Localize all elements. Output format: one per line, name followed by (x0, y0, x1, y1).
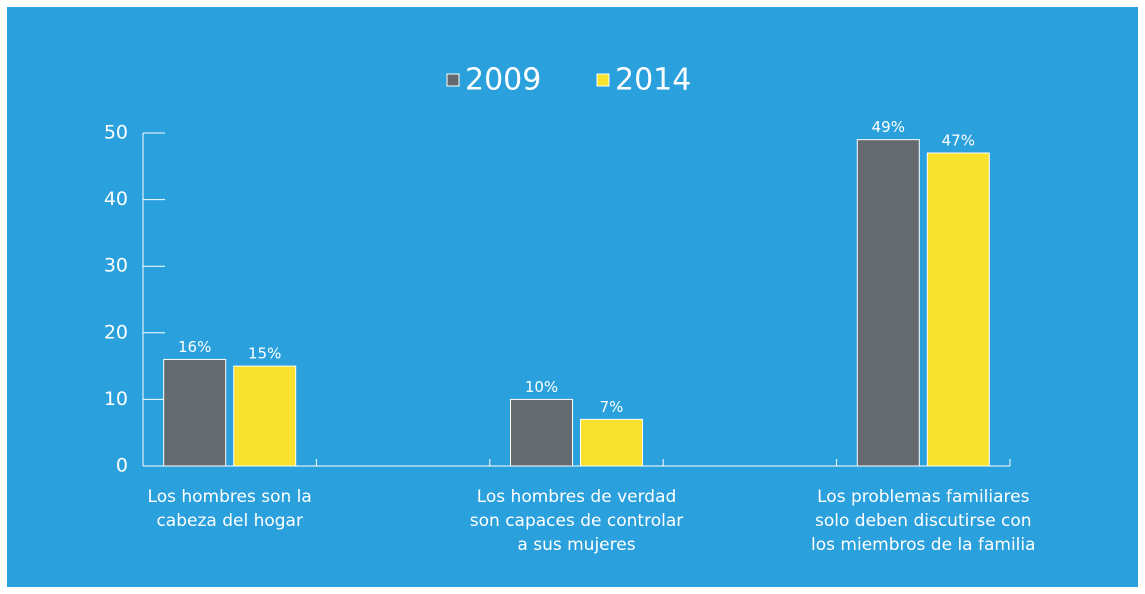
y-tick-label: 0 (116, 455, 128, 477)
y-tick-label: 50 (104, 122, 128, 144)
y-tick-label: 10 (104, 388, 128, 410)
bar (163, 358, 227, 467)
bar (580, 418, 643, 467)
value-label: 49% (872, 118, 905, 136)
x-tick-label: cabeza del hogar (156, 511, 303, 531)
x-tick-label: Los hombres son la (148, 487, 312, 507)
bar (856, 139, 920, 467)
value-label: 15% (248, 345, 281, 363)
x-tick-label: Los problemas familiares (817, 487, 1029, 507)
bar (233, 365, 297, 467)
value-label: 10% (525, 378, 558, 396)
x-tick-label: son capaces de controlar (470, 511, 683, 531)
x-tick-label: Los hombres de verdad (477, 487, 677, 507)
value-label: 16% (178, 338, 211, 356)
legend-label: 2014 (615, 63, 691, 98)
value-label: 47% (942, 131, 975, 149)
y-tick-label: 40 (104, 188, 128, 210)
bar (510, 398, 573, 467)
legend-swatch (596, 73, 610, 87)
legend-swatch (446, 73, 460, 87)
x-tick-label: a sus mujeres (517, 535, 635, 555)
bar (926, 152, 990, 467)
y-tick-label: 20 (104, 321, 128, 343)
x-tick-label: los miembros de la familia (811, 535, 1036, 555)
legend-label: 2009 (465, 63, 541, 98)
x-tick-label: solo deben discutirse con (815, 511, 1032, 531)
value-label: 7% (600, 398, 624, 416)
y-tick-label: 30 (104, 255, 128, 277)
